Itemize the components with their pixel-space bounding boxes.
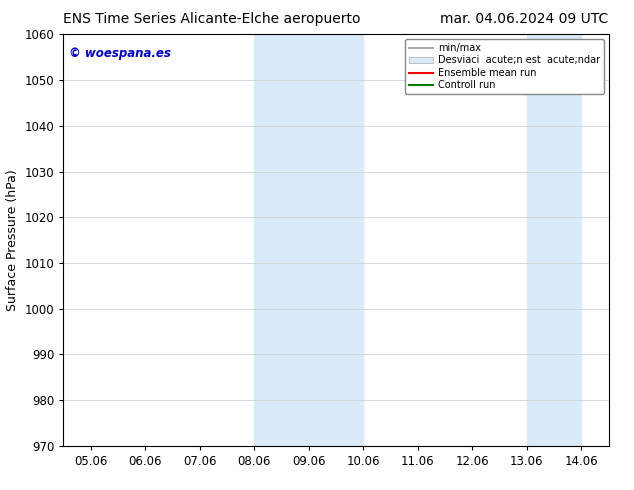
Bar (254, 34, 363, 446)
Bar (527, 34, 581, 446)
Text: ENS Time Series Alicante-Elche aeropuerto: ENS Time Series Alicante-Elche aeropuert… (63, 12, 361, 26)
Text: mar. 04.06.2024 09 UTC: mar. 04.06.2024 09 UTC (441, 12, 609, 26)
Y-axis label: Surface Pressure (hPa): Surface Pressure (hPa) (6, 169, 19, 311)
Legend: min/max, Desviaci  acute;n est  acute;ndar, Ensemble mean run, Controll run: min/max, Desviaci acute;n est acute;ndar… (404, 39, 604, 94)
Text: © woespana.es: © woespana.es (69, 47, 171, 60)
